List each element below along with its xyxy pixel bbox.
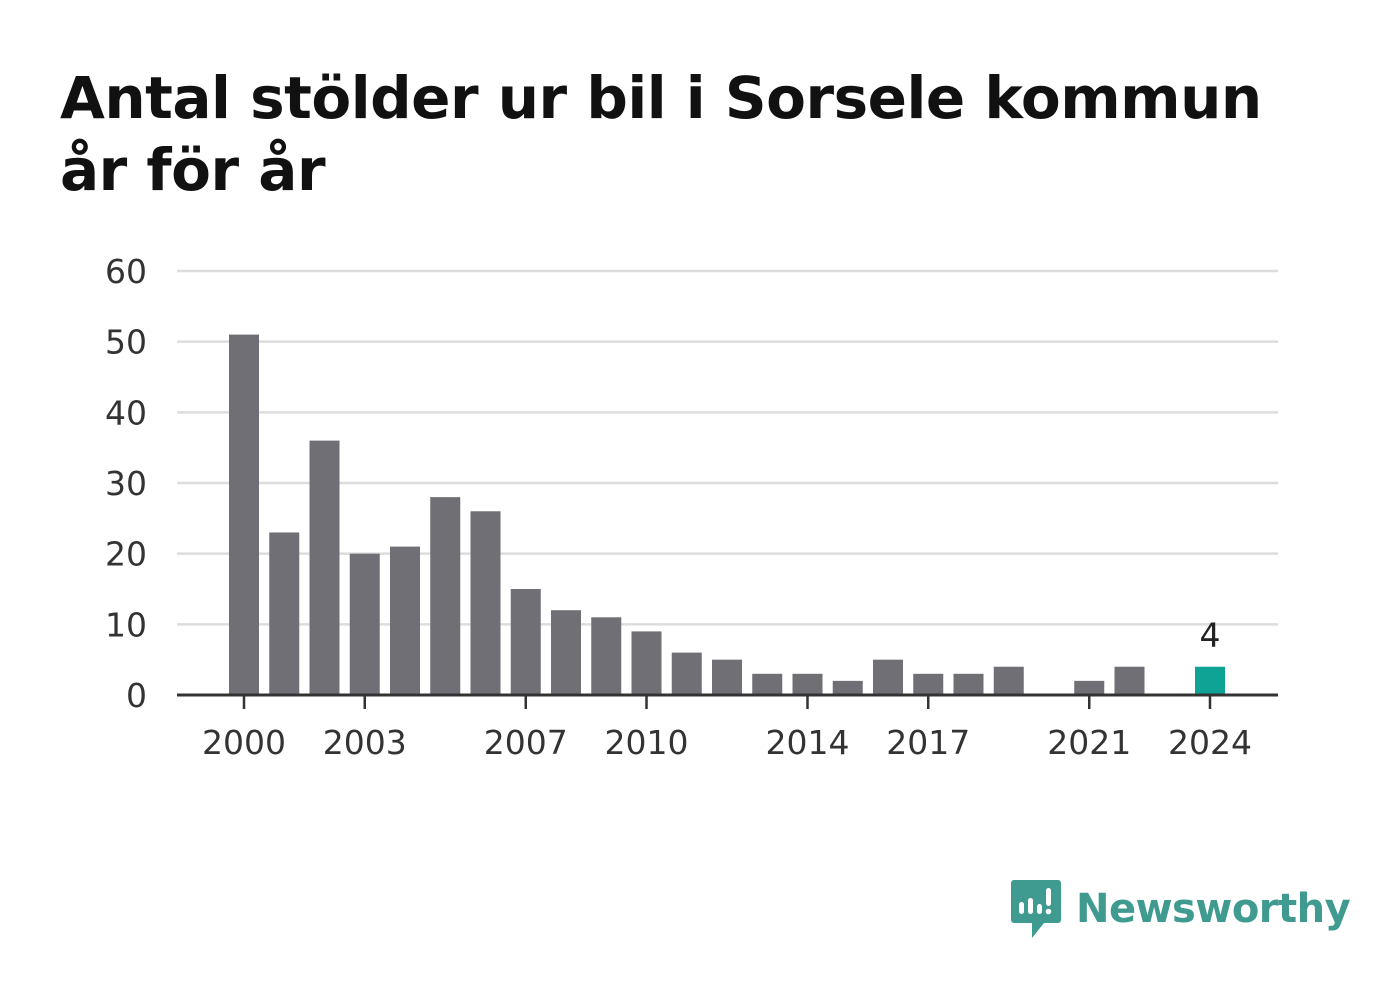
chart-title: Antal stölder ur bil i Sorsele kommun år… bbox=[60, 64, 1262, 204]
highlight-value-label: 4 bbox=[1200, 616, 1221, 655]
bar-2009 bbox=[591, 617, 622, 695]
bar-2002 bbox=[309, 440, 340, 695]
bar-2015 bbox=[832, 680, 863, 695]
bar-2013 bbox=[752, 673, 783, 695]
value-labels: 4 bbox=[1200, 616, 1221, 655]
bar-2007 bbox=[510, 589, 541, 695]
bar-2014 bbox=[792, 673, 823, 695]
bar-2019 bbox=[993, 666, 1024, 695]
x-tick-label: 2010 bbox=[605, 723, 689, 762]
bar-2022 bbox=[1114, 666, 1145, 695]
bar-2017 bbox=[913, 673, 944, 695]
x-tick-label: 2024 bbox=[1168, 723, 1252, 762]
y-tick-label: 50 bbox=[105, 323, 147, 362]
bar-2016 bbox=[873, 659, 903, 695]
y-tick-label: 60 bbox=[105, 252, 147, 291]
bar-2021 bbox=[1074, 680, 1105, 695]
bar-2005 bbox=[430, 497, 461, 695]
y-axis-labels: 0 10 20 30 40 50 60 bbox=[105, 252, 147, 715]
bars bbox=[229, 334, 1225, 695]
bar-2012 bbox=[712, 659, 742, 695]
brand-name: Newsworthy bbox=[1076, 886, 1351, 932]
bar-2024 bbox=[1195, 666, 1225, 695]
bar-2001 bbox=[269, 532, 300, 695]
x-tick-label: 2021 bbox=[1047, 723, 1131, 762]
x-tick-label: 2003 bbox=[323, 723, 407, 762]
x-tick-label: 2000 bbox=[202, 723, 286, 762]
y-tick-label: 30 bbox=[105, 464, 147, 503]
x-tick-label: 2014 bbox=[766, 723, 850, 762]
bar-2008 bbox=[551, 610, 581, 695]
y-tick-label: 0 bbox=[126, 676, 147, 715]
y-tick-label: 20 bbox=[105, 535, 147, 574]
bar-2011 bbox=[671, 652, 702, 695]
x-tick-label: 2007 bbox=[484, 723, 568, 762]
bar-2010 bbox=[631, 631, 662, 695]
gridlines bbox=[177, 269, 1278, 626]
x-axis: 2000 2003 2007 2010 2014 2017 2021 2024 bbox=[177, 693, 1278, 762]
bar-2004 bbox=[390, 546, 420, 695]
bar-2018 bbox=[953, 673, 984, 695]
y-tick-label: 40 bbox=[105, 393, 147, 432]
y-tick-label: 10 bbox=[105, 605, 147, 644]
bar-2003 bbox=[349, 553, 380, 695]
bar-2006 bbox=[470, 511, 501, 695]
bar-2000 bbox=[229, 334, 259, 695]
newsworthy-logo-icon bbox=[1011, 880, 1061, 938]
newsworthy-logo: Newsworthy bbox=[1010, 878, 1351, 940]
x-tick-label: 2017 bbox=[886, 723, 970, 762]
